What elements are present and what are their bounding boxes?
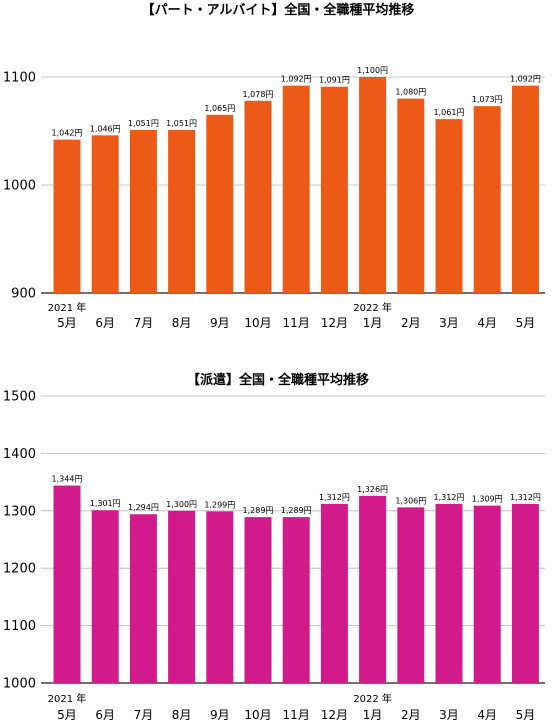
x-tick-label: 8月 [172,316,192,330]
x-tick-label: 5月 [57,316,77,330]
data-label: 1,312円 [319,493,350,502]
y-tick-label: 1400 [3,447,36,462]
data-label: 1,080円 [395,88,426,97]
data-label: 1,078円 [243,90,274,99]
data-label: 1,051円 [128,119,159,128]
x-tick-label: 7月 [134,316,154,330]
bar [435,119,463,294]
data-label: 1,312円 [510,493,541,502]
x-tick-label: 4月 [477,316,497,330]
x-tick-label: 4月 [477,708,497,722]
year-label: 2022 年 [353,692,392,705]
chart-title: 【パート・アルバイト】全国・全職種平均推移 [142,2,415,18]
x-tick-label: 8月 [172,708,192,722]
bar [206,114,234,293]
data-label: 1,042円 [52,129,83,138]
chart-title: 【派遣】全国・全職種平均推移 [187,372,369,388]
data-label: 1,092円 [281,75,312,84]
x-tick-label: 11月 [283,708,310,722]
data-label: 1,294円 [128,503,159,512]
bar [359,77,387,293]
bar [91,510,119,683]
y-tick-label: 1500 [3,390,36,405]
data-label: 1,051円 [166,119,197,128]
y-tick-label: 1000 [3,179,36,194]
year-label: 2022 年 [353,301,392,314]
bar [397,507,425,683]
data-label: 1,289円 [243,506,274,515]
data-label: 1,289円 [281,506,312,515]
data-label: 1,061円 [434,108,465,117]
bar [473,505,501,683]
bar [511,503,539,683]
data-label: 1,301円 [90,499,121,508]
bar [129,514,157,683]
bar [473,106,501,293]
data-label: 1,309円 [472,495,503,504]
x-tick-label: 3月 [439,708,459,722]
y-tick-label: 1100 [3,71,36,86]
bar [244,100,272,293]
y-tick-label: 900 [11,287,36,302]
x-tick-label: 6月 [95,316,115,330]
y-tick-label: 1000 [3,677,36,692]
x-tick-label: 9月 [210,316,230,330]
x-tick-label: 1月 [363,316,383,330]
bar [282,517,310,683]
x-tick-label: 5月 [516,316,536,330]
data-label: 1,100円 [357,66,388,75]
x-tick-label: 10月 [244,316,271,330]
data-label: 1,299円 [204,500,235,509]
bar [282,85,310,293]
y-tick-label: 1100 [3,619,36,634]
bar [397,98,425,293]
bar [435,503,463,683]
bar [359,495,387,683]
bar [53,139,81,293]
bar [511,85,539,293]
y-tick-label: 1300 [3,504,36,519]
x-tick-label: 11月 [283,316,310,330]
y-tick-label: 1200 [3,562,36,577]
bar [168,510,196,683]
x-tick-label: 5月 [516,708,536,722]
bar [168,129,196,293]
dispatch-chart: 【派遣】全国・全職種平均推移 1000 1100 1200 1300 1400 1500 1,… [3,372,545,722]
data-label: 1,312円 [434,493,465,502]
data-label: 1,092円 [510,75,541,84]
x-tick-label: 9月 [210,708,230,722]
x-tick-label: 6月 [95,708,115,722]
x-tick-label: 10月 [244,708,271,722]
x-tick-label: 1月 [363,708,383,722]
x-tick-label: 12月 [321,316,348,330]
data-label: 1,306円 [395,496,426,505]
bar [320,503,348,683]
x-tick-label: 5月 [57,708,77,722]
bar [53,485,81,683]
data-label: 1,073円 [472,95,503,104]
data-label: 1,300円 [166,500,197,509]
bar [206,511,234,683]
bar [91,135,119,293]
x-tick-label: 7月 [134,708,154,722]
part-time-chart: 【パート・アルバイト】全国・全職種平均推移 900 1000 1100 1,042円 5月… [3,2,545,330]
bar [244,517,272,683]
bar [129,129,157,293]
x-tick-label: 3月 [439,316,459,330]
year-label: 2021 年 [48,692,87,705]
data-label: 1,091円 [319,76,350,85]
data-label: 1,344円 [52,475,83,484]
year-label: 2021 年 [48,301,87,314]
data-label: 1,065円 [204,104,235,113]
data-label: 1,046円 [90,124,121,133]
bar [320,86,348,293]
x-tick-label: 12月 [321,708,348,722]
data-label: 1,326円 [357,485,388,494]
x-tick-label: 2月 [401,708,421,722]
x-tick-label: 2月 [401,316,421,330]
